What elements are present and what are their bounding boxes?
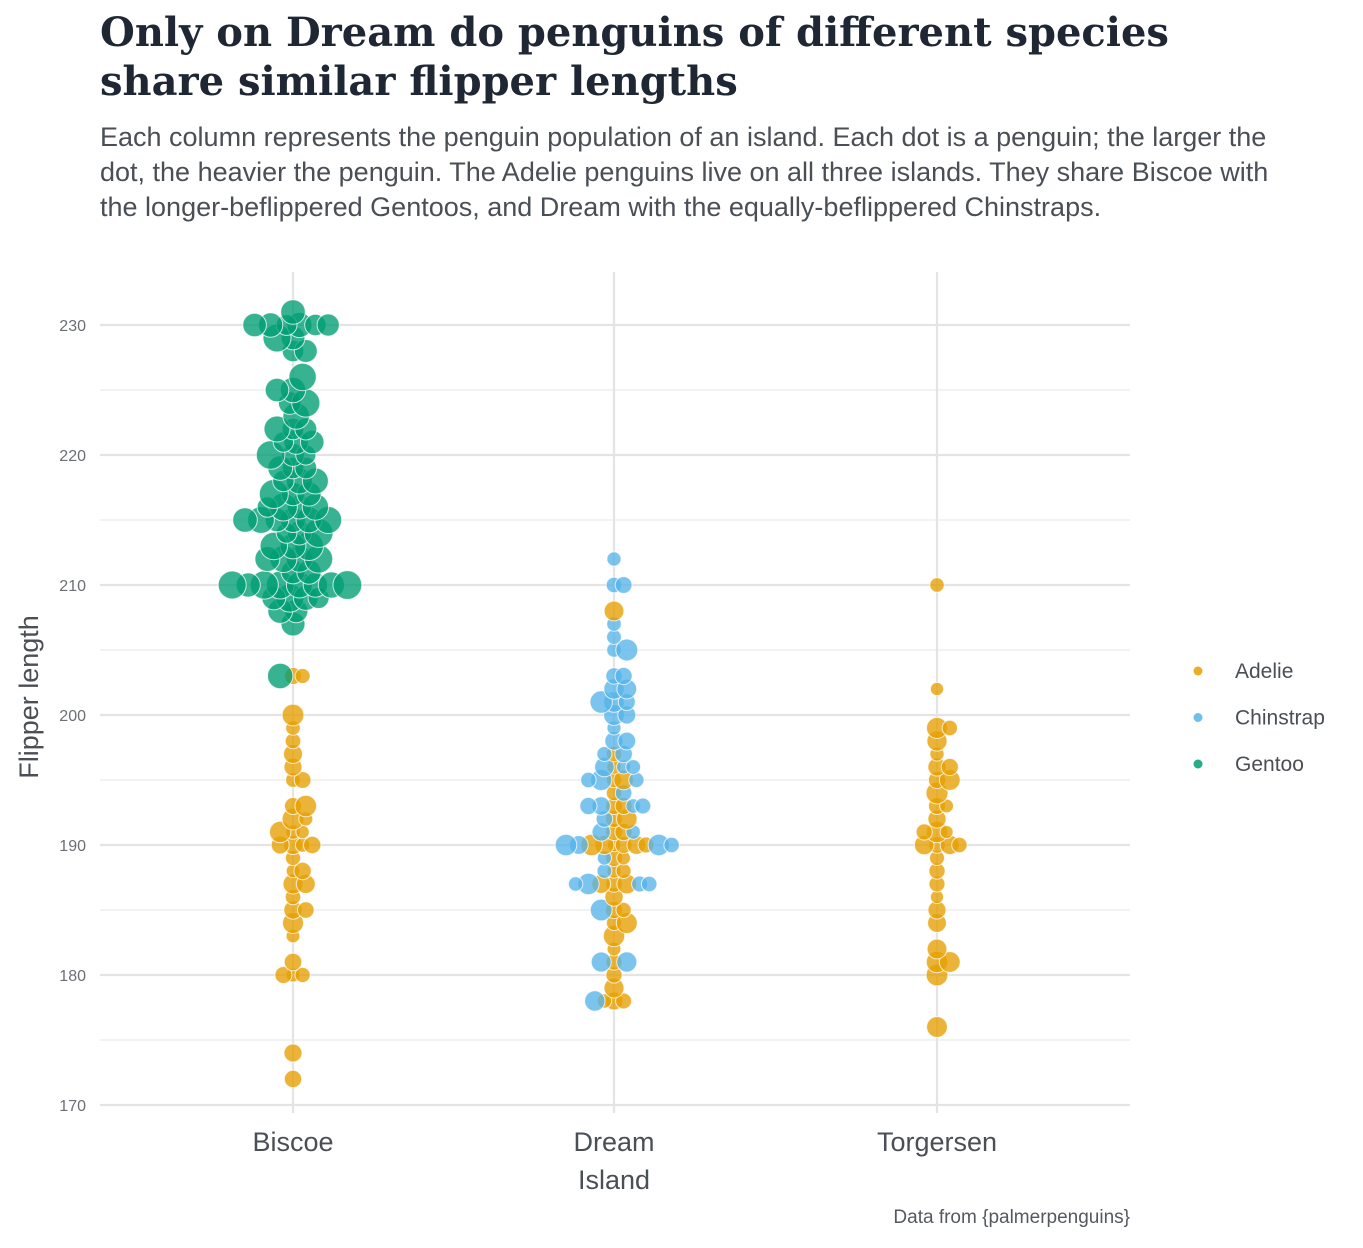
legend-key xyxy=(1193,713,1203,722)
y-tick-label: 200 xyxy=(59,708,86,725)
chart-subtitle: Each column represents the penguin popul… xyxy=(100,122,1269,222)
y-tick-label: 170 xyxy=(59,1098,86,1115)
data-point-gentoo xyxy=(332,570,363,600)
data-point-chinstrap xyxy=(663,836,680,854)
data-point-adelie xyxy=(938,951,961,973)
legend-label: Adelie xyxy=(1235,660,1293,683)
data-point-chinstrap xyxy=(628,771,645,789)
data-point-gentoo xyxy=(264,377,290,403)
data-point-adelie xyxy=(303,835,322,855)
data-point-adelie xyxy=(603,600,625,622)
x-tick-label: Dream xyxy=(573,1127,654,1157)
data-point-chinstrap xyxy=(590,951,612,973)
legend-label: Chinstrap xyxy=(1235,707,1325,730)
data-point-gentoo xyxy=(232,507,258,533)
data-point-adelie xyxy=(951,836,968,854)
legend-key xyxy=(1193,666,1203,676)
data-point-chinstrap xyxy=(606,629,622,645)
data-point-adelie xyxy=(283,952,303,972)
data-point-adelie xyxy=(274,966,293,984)
data-point-chinstrap xyxy=(554,833,578,857)
y-tick-label: 210 xyxy=(59,578,86,595)
data-point-adelie xyxy=(940,757,959,777)
data-point-adelie xyxy=(941,719,958,737)
data-point-chinstrap xyxy=(614,666,633,686)
y-tick-label: 220 xyxy=(59,448,86,465)
y-axis-ticks: 170 180 190 200 210 220 230 xyxy=(59,318,86,1115)
data-point-chinstrap xyxy=(606,551,622,567)
legend-key xyxy=(1193,759,1203,769)
data-point-adelie xyxy=(293,861,312,881)
data-point-adelie xyxy=(294,668,311,684)
data-source-caption: Data from {palmerpenguins} xyxy=(893,1207,1130,1228)
data-point-gentoo xyxy=(263,415,291,443)
data-point-chinstrap xyxy=(579,796,598,816)
data-point-adelie xyxy=(929,681,945,697)
y-axis-label: Flipper length xyxy=(14,615,44,779)
data-point-adelie xyxy=(926,1016,948,1038)
data-point-adelie xyxy=(615,901,632,919)
data-points xyxy=(217,299,968,1089)
data-point-chinstrap xyxy=(567,876,584,892)
data-point-adelie xyxy=(297,901,315,919)
data-point-adelie xyxy=(293,771,312,789)
legend: Adelie Chinstrap Gentoo xyxy=(1193,660,1325,776)
data-point-adelie xyxy=(294,966,311,984)
data-point-adelie xyxy=(283,1069,303,1089)
data-point-chinstrap xyxy=(589,898,613,922)
data-point-gentoo xyxy=(288,362,317,392)
data-point-chinstrap xyxy=(617,731,637,751)
data-point-gentoo xyxy=(316,313,340,337)
chart-title: Only on Dream do penguins of different s… xyxy=(100,9,1169,105)
x-axis-label: Island xyxy=(578,1165,650,1195)
x-tick-label: Torgersen xyxy=(877,1127,997,1157)
data-point-gentoo xyxy=(217,570,247,600)
data-point-chinstrap xyxy=(596,746,613,762)
data-point-adelie xyxy=(294,794,318,818)
data-point-adelie xyxy=(281,703,305,727)
data-point-chinstrap xyxy=(580,771,597,789)
y-tick-label: 230 xyxy=(59,318,86,335)
data-point-gentoo xyxy=(267,662,294,690)
data-point-adelie xyxy=(929,577,945,593)
data-point-gentoo xyxy=(242,312,267,338)
x-tick-label: Biscoe xyxy=(252,1127,333,1157)
data-point-chinstrap xyxy=(584,990,606,1012)
data-point-adelie xyxy=(915,823,933,841)
data-point-chinstrap xyxy=(614,576,633,594)
data-point-chinstrap xyxy=(640,875,658,893)
y-tick-label: 190 xyxy=(59,838,86,855)
data-point-adelie xyxy=(283,1043,303,1063)
data-point-adelie xyxy=(926,938,948,960)
data-point-gentoo xyxy=(280,299,306,325)
data-point-chinstrap xyxy=(616,951,638,973)
data-point-adelie xyxy=(939,825,954,839)
x-axis-ticks: Biscoe Dream Torgersen xyxy=(252,1127,997,1157)
data-point-adelie xyxy=(615,992,633,1010)
data-point-chinstrap xyxy=(615,638,639,662)
y-tick-label: 180 xyxy=(59,968,86,985)
data-point-chinstrap xyxy=(634,797,652,815)
data-point-chinstrap xyxy=(625,759,642,775)
legend-label: Gentoo xyxy=(1235,753,1304,776)
